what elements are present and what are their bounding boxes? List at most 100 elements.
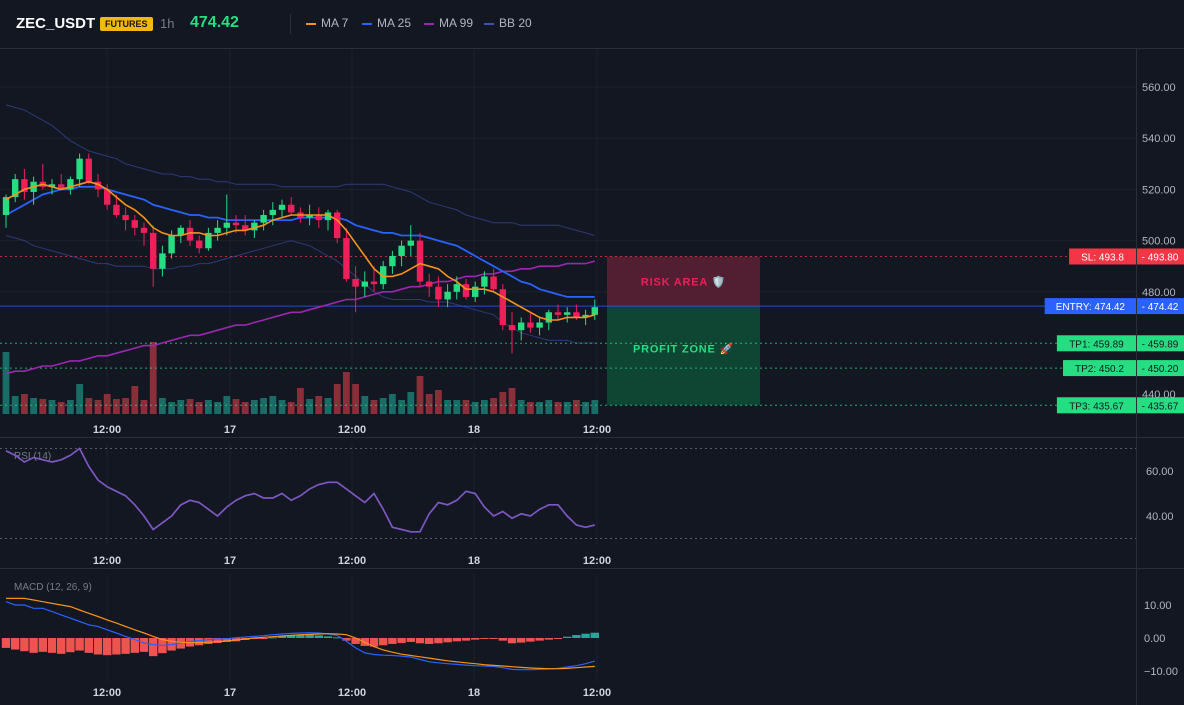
volume-bar [94,400,102,414]
macd-signal-line [6,597,595,670]
time-axis-tick: 12:00 [93,555,121,567]
volume-bar [131,386,139,414]
volume-bar [260,398,267,414]
price-tag-text: - 435.67 [1142,401,1179,412]
volume-bar [186,399,194,414]
macd-hist-bar [75,638,84,651]
volume-bar [508,388,516,414]
candle-body [251,222,258,231]
macd-hist-bar [379,638,388,646]
candle-body [21,179,28,192]
header-divider [290,14,291,34]
macd-axis-tick: 10.00 [1144,600,1172,612]
macd-hist-bar [305,634,314,638]
macd-hist-bar [11,638,20,650]
chart-header: ZEC_USDT FUTURES 1h 474.42 MA 7 MA 25 MA… [0,0,1184,49]
volume-bar [435,390,442,414]
candle-body [416,240,424,282]
macd-hist-bar [452,638,461,642]
level-tag-text: SL: 493.8 [1081,252,1124,263]
volume-bar [554,402,562,414]
candle-body [508,325,516,331]
legend-bb20[interactable]: BB 20 [484,16,532,30]
candle-body [278,204,286,210]
volume-bars [2,342,599,414]
time-axis-tick: 17 [224,424,236,436]
macd-hist-bar [277,636,287,638]
volume-bar [251,400,258,414]
price-axis-tick: 480.00 [1142,287,1176,299]
volume-bar [159,398,166,414]
level-tag-bg [1044,298,1136,315]
bb20-swatch [484,22,494,25]
volume-bar [168,402,175,414]
level-tag-bg [1056,335,1136,352]
volume-bar [444,400,451,414]
level-label-sl: SL: 493.8 - 493.80 [1069,248,1184,265]
volume-bar [398,400,405,414]
volume-bar [315,396,323,414]
candle-body [361,281,368,287]
last-price: 474.42 [190,14,239,31]
candle-body [168,235,175,254]
candle-body [48,184,56,187]
candle-body [398,245,405,256]
candle-body [343,238,350,279]
volume-bar [113,399,120,414]
volume-bar [370,400,378,414]
candle-body [582,314,589,318]
volume-bar [177,400,185,414]
macd-hist-bar [323,636,333,638]
volume-bar [48,400,56,414]
candle-body [94,181,102,190]
macd-hist-bar [425,638,434,644]
legend-ma25[interactable]: MA 25 [362,16,411,30]
candle-body [140,227,148,233]
time-axis-tick: 18 [468,687,480,699]
level-tag-text: TP1: 459.89 [1069,339,1124,350]
macd-hist-bar [342,638,351,641]
futures-badge: FUTURES [100,17,153,31]
candle-body [269,209,276,215]
price-tag-text: - 450.20 [1142,364,1179,375]
macd-hist-bar [222,638,231,642]
volume-bar [343,372,350,414]
candle-body [573,312,580,318]
timeframe-selector[interactable]: 1h [160,16,175,31]
level-tag-bg [1069,248,1136,265]
time-axis-tick: 12:00 [338,424,366,436]
macd-hist-bar [517,638,526,643]
candle-body [76,158,83,180]
candle-body [131,220,138,228]
ma25-swatch [362,22,372,25]
level-tag-text: TP2: 450.2 [1075,364,1124,375]
macd-hist-bar [415,638,425,644]
volume-bar [490,398,497,414]
price-axis-tick: 560.00 [1142,82,1176,94]
macd-hist-bar [563,636,572,638]
volume-bar [287,402,295,414]
macd-hist-bar [406,638,415,642]
candle-body [214,227,221,233]
macd-hist-bar [121,638,130,654]
macd-hist-bar [296,634,305,638]
volume-bar [407,392,415,414]
macd-hist-bar [93,638,103,655]
symbol-title[interactable]: ZEC_USDT [16,15,96,32]
candle-body [334,212,341,239]
macd-hist-bar [47,638,57,653]
legend-ma7[interactable]: MA 7 [306,16,348,30]
macd-histogram [1,632,599,657]
macd-hist-bar [20,638,29,652]
risk-area-zone [607,256,760,307]
candle-body [242,225,249,231]
macd-axis-tick: 0.00 [1144,633,1165,645]
macd-hist-bar [213,638,222,643]
price-tag-bg [1137,248,1184,265]
volume-bar [527,402,534,414]
price-tag-text: - 493.80 [1142,252,1179,263]
volume-bar [333,384,341,414]
legend-ma99[interactable]: MA 99 [424,16,473,30]
volume-bar [582,402,589,414]
